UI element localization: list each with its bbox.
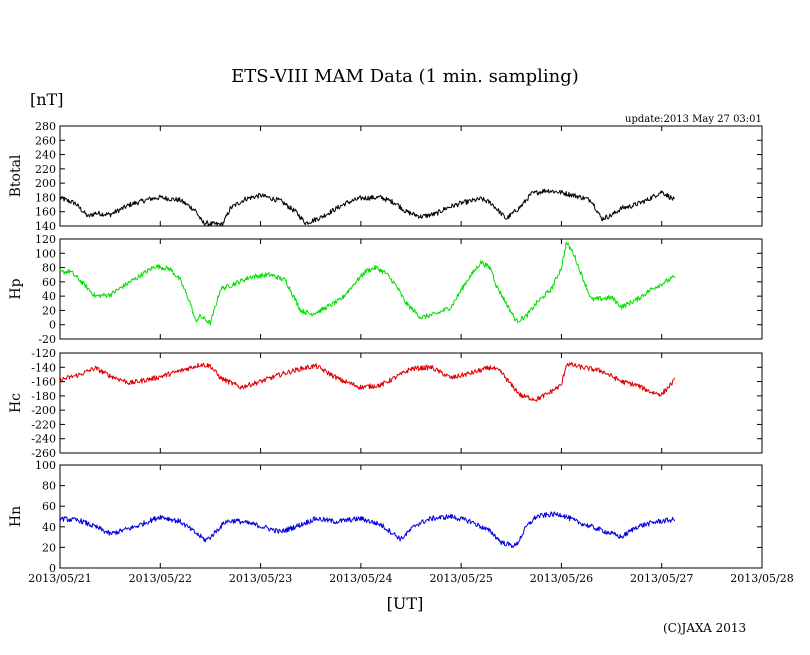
y-tick-label: 280: [35, 120, 56, 133]
y-tick-label: 0: [49, 562, 56, 575]
series-line-hn: [59, 511, 676, 548]
y-tick-label: 100: [35, 247, 56, 260]
y-tick-label: 40: [42, 521, 56, 534]
series-line-btotal: [59, 188, 676, 227]
x-tick-label: 2013/05/28: [730, 572, 793, 585]
x-tick-label: 2013/05/25: [429, 572, 492, 585]
y-unit-label: [nT]: [30, 90, 64, 109]
y-tick-label: -120: [31, 347, 56, 360]
panel-label-hp: Hp: [8, 278, 24, 299]
y-tick-label: -220: [31, 418, 56, 431]
x-tick-label: 2013/05/26: [530, 572, 593, 585]
panel-frame-btotal: [59, 125, 763, 227]
y-tick-label: 180: [35, 191, 56, 204]
y-tick-label: -240: [31, 433, 56, 446]
x-tick-label: 2013/05/27: [630, 572, 693, 585]
y-tick-label: -180: [31, 390, 56, 403]
y-tick-label: -160: [31, 376, 56, 389]
panel-frame-hc: [59, 352, 763, 454]
y-tick-label: 160: [35, 206, 56, 219]
y-tick-label: -20: [38, 333, 56, 346]
y-tick-label: 100: [35, 459, 56, 472]
y-tick-label: 220: [35, 163, 56, 176]
y-tick-label: 0: [49, 319, 56, 332]
panel-label-hn: Hn: [8, 506, 24, 527]
x-tick-label: 2013/05/22: [129, 572, 192, 585]
y-tick-label: 140: [35, 220, 56, 233]
x-tick-label: 2013/05/23: [229, 572, 292, 585]
y-tick-label: -140: [31, 361, 56, 374]
update-timestamp: update:2013 May 27 03:01: [625, 114, 762, 125]
y-tick-label: 80: [42, 480, 56, 493]
panel-frame-hn: [59, 464, 763, 569]
panel-frame-hp: [59, 238, 763, 340]
x-tick-label: 2013/05/21: [28, 572, 91, 585]
y-tick-label: -200: [31, 404, 56, 417]
x-axis-label: [UT]: [386, 594, 424, 613]
y-tick-label: 40: [42, 290, 56, 303]
y-tick-label: 80: [42, 262, 56, 275]
x-tick-label: 2013/05/24: [329, 572, 392, 585]
y-tick-label: 260: [35, 134, 56, 147]
panel-label-hc: Hc: [8, 393, 24, 413]
y-tick-label: 120: [35, 233, 56, 246]
series-line-hp: [59, 241, 676, 326]
y-tick-label: 60: [42, 500, 56, 513]
chart-title: ETS-VIII MAM Data (1 min. sampling): [231, 66, 579, 87]
y-tick-label: 60: [42, 276, 56, 289]
y-tick-label: 200: [35, 177, 56, 190]
y-tick-label: 20: [42, 541, 56, 554]
copyright-credit: (C)JAXA 2013: [663, 621, 747, 635]
y-tick-label: 240: [35, 149, 56, 162]
y-tick-label: -260: [31, 447, 56, 460]
panel-label-btotal: Btotal: [8, 154, 24, 197]
series-line-hc: [59, 362, 676, 402]
y-tick-label: 20: [42, 304, 56, 317]
